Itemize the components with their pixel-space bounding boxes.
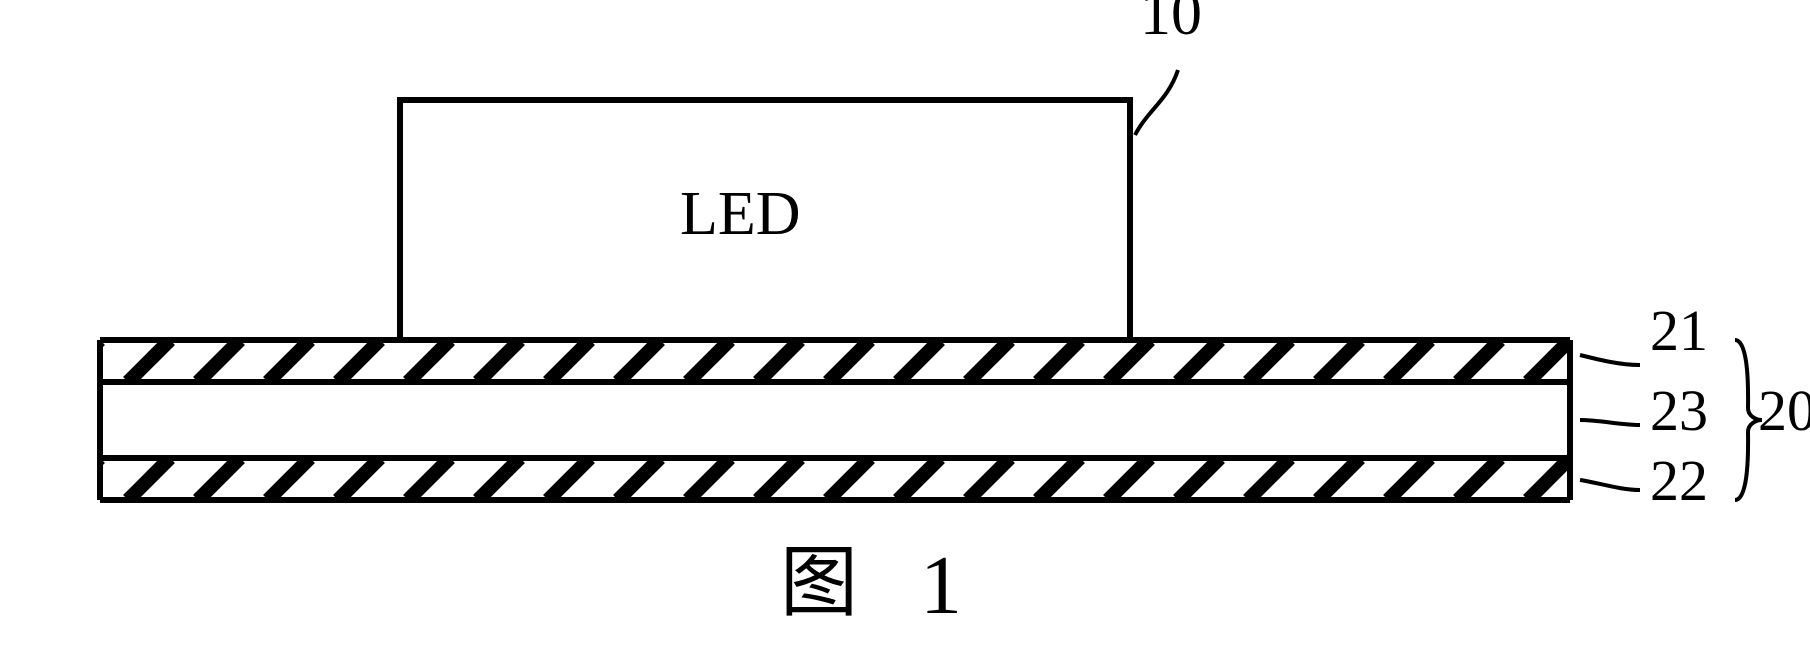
figure-caption-cn: 图 (780, 544, 858, 622)
callout-20-label: 20 (1758, 382, 1810, 440)
callout-22-label: 22 (1650, 452, 1708, 510)
figure-stage: LED 10 21 23 22 20 图 1 (0, 0, 1810, 671)
callout-21-label: 21 (1650, 302, 1708, 360)
led-label: LED (680, 183, 801, 245)
callout-23-label: 23 (1650, 382, 1708, 440)
figure-caption-num: 1 (920, 544, 962, 628)
diagram-svg (0, 0, 1810, 671)
callout-10-label: 10 (1140, 0, 1202, 45)
